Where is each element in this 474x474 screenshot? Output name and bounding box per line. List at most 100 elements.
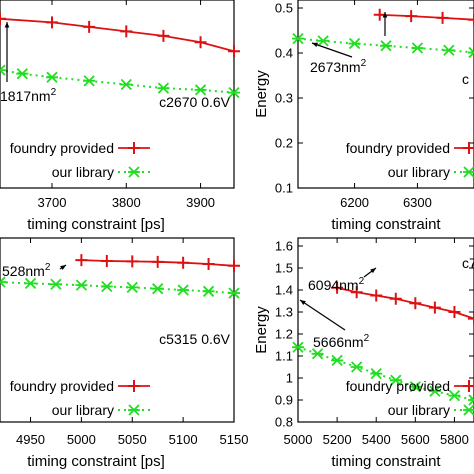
panel-top-left-series-foundry-point [0, 12, 6, 25]
panel-bottom-right-series-library-point [331, 354, 344, 367]
panel-bottom-left-series-library-point [24, 277, 37, 290]
panel-top-right-series-library-point [292, 32, 304, 45]
panel-bottom-right-ytick-label: 1.5 [275, 261, 293, 276]
panel-top-left-series-library-point [0, 64, 6, 76]
panel-bottom-left-series-library-point [228, 287, 240, 299]
panel-top-left-xtick-label: 3700 [38, 195, 67, 210]
panel-top-left-series-foundry-point [120, 25, 133, 38]
panel-top-left-frame [0, 0, 235, 189]
panel-bottom-right-series-library-point [389, 374, 402, 386]
panel-top-left-series-foundry-point [194, 36, 207, 49]
panel-top-right-series-library-point [380, 40, 392, 52]
panel-bottom-right-xtick-label: 5800 [440, 432, 469, 447]
panel-top-left-legend-library-label: our library [52, 164, 114, 180]
panel-top-right-series-foundry-line [379, 13, 474, 21]
panel-bottom-left-circuit-label: c5315 0.6V [159, 331, 230, 347]
panel-top-left-series-library-line [0, 69, 235, 94]
panel-bottom-right-ytick-label: 1.3 [275, 305, 293, 320]
panel-top-right-ytick-label: 0.4 [275, 46, 293, 61]
panel-bottom-right-annotation-b-label: 5666nm2 [313, 333, 370, 350]
panel-bottom-left-series-library-line [0, 281, 235, 295]
panel-bottom-left-series-library-point [100, 280, 113, 293]
panel-bottom-left-series-foundry-point [75, 254, 88, 267]
panel-bottom-left-series-library-point [177, 284, 190, 296]
panel-bottom-right-series-foundry-point [409, 297, 422, 310]
panel-top-left-series-library-point [46, 71, 58, 83]
panel-top-right-legend-foundry-marker [463, 142, 474, 154]
panel-bottom-left-series-foundry-point [151, 255, 164, 268]
panel-top-right-ytick-label: 0.3 [275, 91, 293, 106]
panel-top-left-series-foundry-point [83, 20, 96, 33]
panel-top-left-xlabel: timing constraint [ps] [27, 216, 165, 233]
panel-bottom-right-legend-foundry-marker [463, 380, 474, 392]
panel-top-left-legend-foundry-label: foundry provided [10, 140, 114, 156]
panel-top-left-series-foundry-line [0, 17, 235, 53]
panel-top-right-ytick-label: 0.2 [275, 136, 293, 151]
panel-top-left-series-library-point [228, 86, 240, 99]
panel-bottom-left-series-foundry-point [228, 259, 240, 272]
panel-bottom-left-xtick-label: 5000 [67, 432, 96, 447]
panel-bottom-right-series-library-point [448, 389, 461, 402]
panel-top-right-ylabel: Energy [253, 70, 270, 118]
panel-bottom-right-annotation-b-arrow-head [300, 300, 306, 306]
panel-bottom-left-annotation-arrow-head [60, 265, 66, 271]
panel-bottom-left-frame [0, 237, 235, 423]
panel-bottom-left-series-foundry-point [202, 258, 215, 271]
panel-bottom-right-series-library-point [409, 381, 422, 393]
panel-bottom-right-xtick-label: 5200 [323, 432, 352, 447]
panel-bottom-right-series-foundry-point [468, 312, 474, 325]
panel-bottom-right-series-foundry-point [448, 306, 461, 318]
panel-top-right-annotation-arrow-head [312, 42, 318, 48]
panel-top-left-series-foundry-point [46, 16, 58, 29]
panel-bottom-right-series-foundry-point [389, 292, 402, 305]
panel-bottom-right-xtick-label: 5600 [401, 432, 430, 447]
panel-top-left-annotation-label: 1817nm2 [0, 87, 57, 104]
panel-bottom-left-annotation-label: 528nm2 [2, 262, 51, 279]
panel-top-left-xtick-label: 3900 [186, 195, 215, 210]
panel-top-right-series-foundry-point [468, 13, 474, 26]
panel-top-right-ytick-label: 0.5 [275, 1, 293, 16]
panel-top-right-legend-library-marker [463, 166, 474, 178]
panel-bottom-right-series-library-point [292, 341, 304, 353]
panel-top-right-xtick-label: 6200 [340, 195, 369, 210]
panel-top-right-series-library-point [442, 44, 455, 56]
panel-bottom-right-ytick-label: 1.2 [275, 327, 293, 342]
panel-bottom-right-series-library-point [370, 367, 383, 380]
panel-bottom-left-legend-foundry-label: foundry provided [10, 378, 114, 394]
panel-bottom-right-annotation-b-arrow-shaft [299, 299, 346, 331]
panel-top-right-annotation-arrow-shaft [311, 42, 353, 58]
panel-top-left-series-library-point [120, 78, 133, 91]
panel-top-left-xtick-label: 3800 [112, 195, 141, 210]
panel-top-left-circuit-label: c2670 0.6V [159, 94, 230, 110]
panel-top-right-series-foundry-point [405, 10, 418, 23]
panel-top-right-series-library-point [317, 35, 330, 47]
panel-bottom-right-ylabel: Energy [253, 306, 270, 354]
panel-bottom-right-annotation-a-arrow-head [370, 268, 376, 274]
panel-bottom-left-series-library-point [202, 285, 215, 297]
panel-top-right-legend-foundry-label: foundry provided [346, 140, 450, 156]
panel-top-right-legend-library-label: our library [388, 164, 450, 180]
panel-bottom-left-legend-foundry-marker [128, 380, 140, 392]
panel-bottom-left-series-library-point [151, 283, 164, 295]
panel-top-left-annotation-arrow-head [4, 22, 10, 28]
panel-top-right-circuit-label: c [462, 71, 469, 87]
panel-bottom-right-xlabel: timing constraint [331, 453, 441, 470]
panel-top-right-annotation-2-arrow-head [382, 12, 388, 18]
panel-bottom-right-series-library-point [428, 385, 441, 397]
panel-bottom-left-series-library-point [0, 276, 6, 288]
panel-top-left-series-library-point [83, 75, 96, 87]
panel-top-left-series-foundry-point [157, 29, 170, 42]
panel-bottom-right-legend-library-label: our library [388, 402, 450, 418]
panel-bottom-right-ytick-label: 1.4 [275, 283, 293, 298]
panel-bottom-right-ytick-label: 0.8 [275, 415, 293, 430]
panel-bottom-left-series-library-point [75, 279, 88, 291]
panel-top-right-xtick-label: 6300 [403, 195, 432, 210]
panel-top-right-ytick-label: 0.1 [275, 181, 293, 196]
panel-top-left-series-library-point [16, 68, 29, 80]
panel-bottom-left-series-foundry-point [177, 256, 190, 269]
panel-top-right-series-library-point [348, 37, 361, 50]
panel-bottom-left-legend-library-label: our library [52, 402, 114, 418]
panel-bottom-right-series-foundry-point [350, 286, 363, 299]
panel-bottom-right-series-library-point [311, 348, 324, 360]
